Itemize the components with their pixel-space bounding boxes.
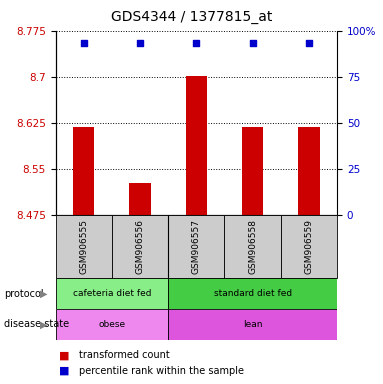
Text: percentile rank within the sample: percentile rank within the sample	[79, 366, 244, 376]
Bar	[56, 215, 112, 278]
Bar	[168, 215, 224, 278]
Bar	[168, 309, 337, 340]
Point	[306, 40, 312, 46]
Text: ■: ■	[59, 366, 70, 376]
Bar	[186, 76, 207, 215]
Point	[137, 40, 143, 46]
Text: GSM906555: GSM906555	[79, 219, 88, 274]
Text: ▶: ▶	[40, 289, 48, 299]
Text: GSM906557: GSM906557	[192, 219, 201, 274]
Text: GSM906559: GSM906559	[304, 219, 313, 274]
Bar	[112, 215, 168, 278]
Bar	[56, 278, 168, 309]
Bar	[242, 127, 263, 215]
Text: GSM906558: GSM906558	[248, 219, 257, 274]
Text: GDS4344 / 1377815_at: GDS4344 / 1377815_at	[111, 10, 272, 23]
Bar	[224, 215, 281, 278]
Text: GSM906556: GSM906556	[136, 219, 144, 274]
Bar	[56, 309, 168, 340]
Text: obese: obese	[98, 320, 125, 329]
Point	[250, 40, 256, 46]
Text: standard diet fed: standard diet fed	[214, 289, 291, 298]
Bar	[281, 215, 337, 278]
Bar	[298, 127, 319, 215]
Point	[80, 40, 87, 46]
Text: transformed count: transformed count	[79, 350, 169, 360]
Bar	[168, 278, 337, 309]
Bar	[129, 183, 151, 215]
Text: cafeteria diet fed: cafeteria diet fed	[73, 289, 151, 298]
Text: lean: lean	[243, 320, 262, 329]
Text: disease state: disease state	[4, 319, 69, 329]
Text: ■: ■	[59, 350, 70, 360]
Point	[193, 40, 199, 46]
Bar	[73, 127, 94, 215]
Text: protocol: protocol	[4, 289, 43, 299]
Text: ▶: ▶	[40, 319, 48, 329]
